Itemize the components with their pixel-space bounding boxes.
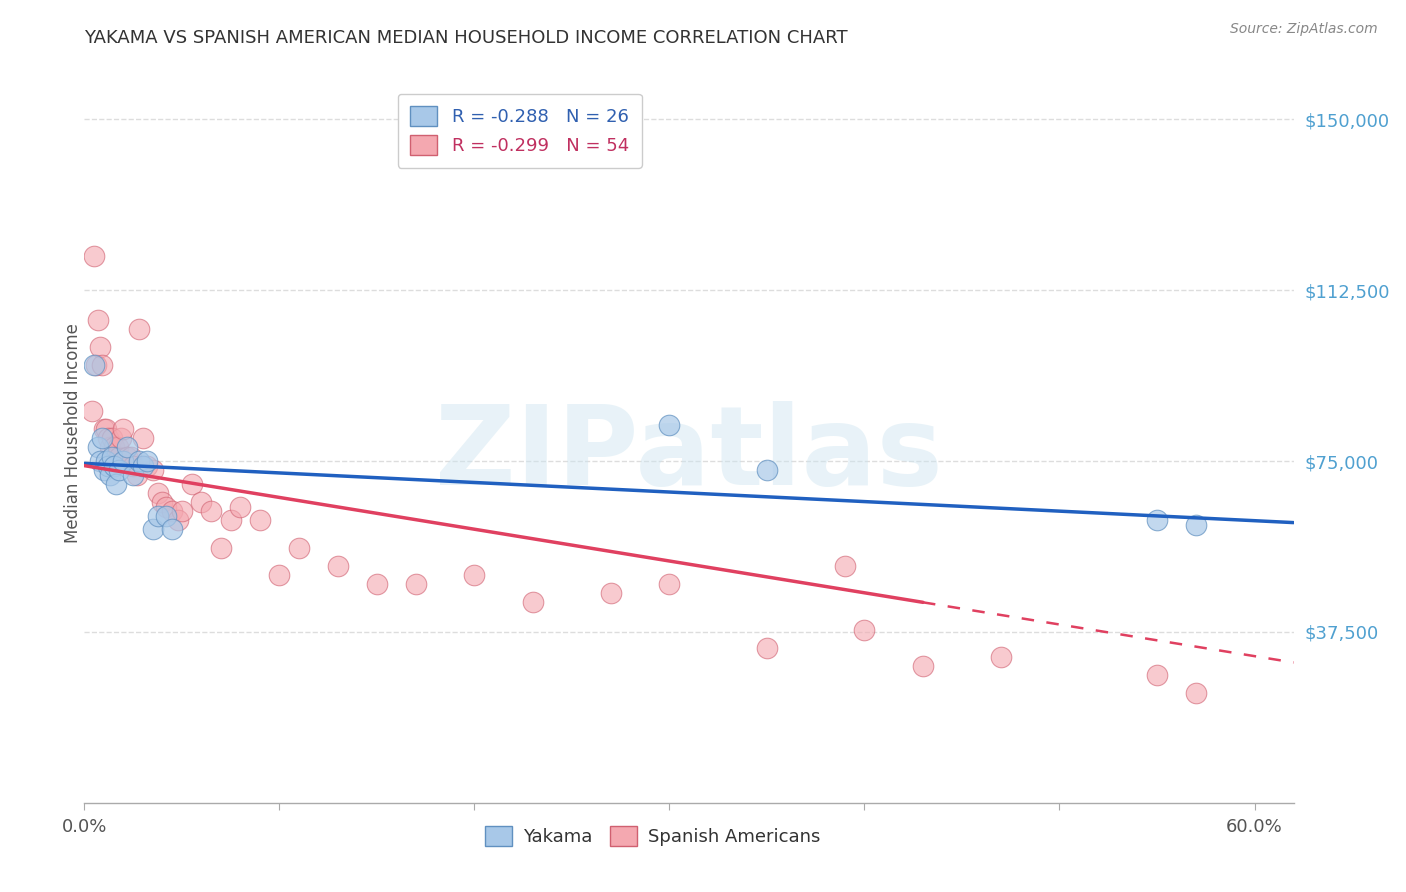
Point <box>112 422 135 436</box>
Point <box>97 458 120 473</box>
Point <box>658 577 681 591</box>
Point <box>125 467 148 482</box>
Text: ZIPatlas: ZIPatlas <box>434 401 943 508</box>
Point <box>755 463 778 477</box>
Point <box>82 404 104 418</box>
Point <box>366 577 388 591</box>
Point <box>87 441 110 455</box>
Point <box>104 476 127 491</box>
Point <box>190 495 212 509</box>
Point <box>142 523 165 537</box>
Point <box>853 623 876 637</box>
Point <box>84 359 107 373</box>
Point <box>148 508 170 523</box>
Y-axis label: Median Household Income: Median Household Income <box>65 323 82 542</box>
Point <box>97 431 120 445</box>
Point <box>108 463 131 477</box>
Point <box>160 504 183 518</box>
Point <box>911 659 934 673</box>
Point <box>405 577 427 591</box>
Point <box>107 441 129 455</box>
Point <box>103 458 125 473</box>
Point <box>269 568 291 582</box>
Point <box>326 558 349 573</box>
Point <box>1146 668 1168 682</box>
Point <box>160 523 183 537</box>
Point <box>90 431 112 445</box>
Point <box>148 486 170 500</box>
Point <box>200 504 222 518</box>
Point <box>128 454 150 468</box>
Point <box>104 450 127 464</box>
Point <box>110 431 132 445</box>
Point <box>103 441 125 455</box>
Point <box>755 640 778 655</box>
Point <box>834 558 856 573</box>
Point <box>100 431 122 445</box>
Point <box>93 422 115 436</box>
Point <box>135 458 157 473</box>
Point <box>180 476 202 491</box>
Point <box>229 500 252 514</box>
Point <box>1185 686 1208 700</box>
Point <box>155 500 177 514</box>
Point <box>463 568 485 582</box>
Point <box>117 450 139 464</box>
Point <box>170 504 193 518</box>
Point <box>83 359 105 373</box>
Point <box>100 450 122 464</box>
Point <box>87 313 110 327</box>
Point <box>120 450 142 464</box>
Point <box>132 431 155 445</box>
Legend: Yakama, Spanish Americans: Yakama, Spanish Americans <box>478 819 828 853</box>
Point <box>167 513 190 527</box>
Point <box>209 541 232 555</box>
Point <box>94 422 117 436</box>
Point <box>117 441 139 455</box>
Point <box>122 467 145 482</box>
Point <box>132 458 155 473</box>
Point <box>135 454 157 468</box>
Point <box>98 441 121 455</box>
Point <box>98 467 121 482</box>
Point <box>94 454 117 468</box>
Point <box>155 508 177 523</box>
Point <box>108 450 131 464</box>
Point <box>128 322 150 336</box>
Point <box>522 595 544 609</box>
Point <box>1185 517 1208 532</box>
Point <box>219 513 242 527</box>
Point <box>990 650 1012 665</box>
Point <box>249 513 271 527</box>
Point <box>1146 513 1168 527</box>
Point <box>658 417 681 432</box>
Point <box>142 463 165 477</box>
Text: Source: ZipAtlas.com: Source: ZipAtlas.com <box>1230 22 1378 37</box>
Text: YAKAMA VS SPANISH AMERICAN MEDIAN HOUSEHOLD INCOME CORRELATION CHART: YAKAMA VS SPANISH AMERICAN MEDIAN HOUSEH… <box>84 29 848 47</box>
Point <box>122 458 145 473</box>
Point <box>89 454 111 468</box>
Point <box>93 463 115 477</box>
Point <box>288 541 311 555</box>
Point <box>112 454 135 468</box>
Point <box>90 359 112 373</box>
Point <box>600 586 623 600</box>
Point <box>83 249 105 263</box>
Point <box>150 495 173 509</box>
Point <box>89 340 111 354</box>
